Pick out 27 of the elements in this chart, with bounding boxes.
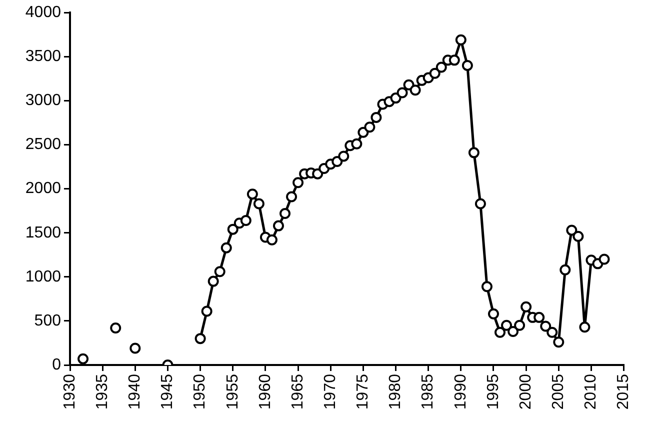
x-tick-label: 1990 [452,374,470,410]
y-tick-label: 4000 [25,4,62,22]
y-tick-label: 1500 [25,224,62,242]
y-tick-label: 500 [34,312,62,330]
x-tick-label: 1980 [387,374,404,410]
y-tick-label: 1000 [25,268,62,286]
x-tick-label: 1935 [94,374,111,410]
y-tick-label: 2000 [25,180,62,198]
x-tick-label: 2005 [550,374,568,410]
x-tick-label: 1930 [61,374,78,410]
x-tick-label: 1940 [126,374,144,410]
x-tick-label: 2010 [582,374,600,410]
x-tick-label: 1945 [159,374,176,410]
x-tick-label: 1970 [322,374,340,410]
y-tick-label: 3000 [25,92,62,110]
x-tick-label: 2000 [517,374,534,410]
x-tick-label: 2015 [615,374,632,410]
x-tick-label: 1960 [256,374,274,410]
x-tick-label: 1975 [354,374,372,410]
x-tick-label: 1965 [289,374,306,410]
x-tick-label: 1995 [484,374,502,410]
y-tick-label: 0 [52,356,62,374]
y-tick-label: 3500 [25,48,62,66]
x-tick-label: 1955 [224,374,242,410]
x-tick-label: 1950 [192,374,209,410]
x-tick-label: 1985 [420,374,437,410]
y-tick-label: 2500 [25,136,62,154]
